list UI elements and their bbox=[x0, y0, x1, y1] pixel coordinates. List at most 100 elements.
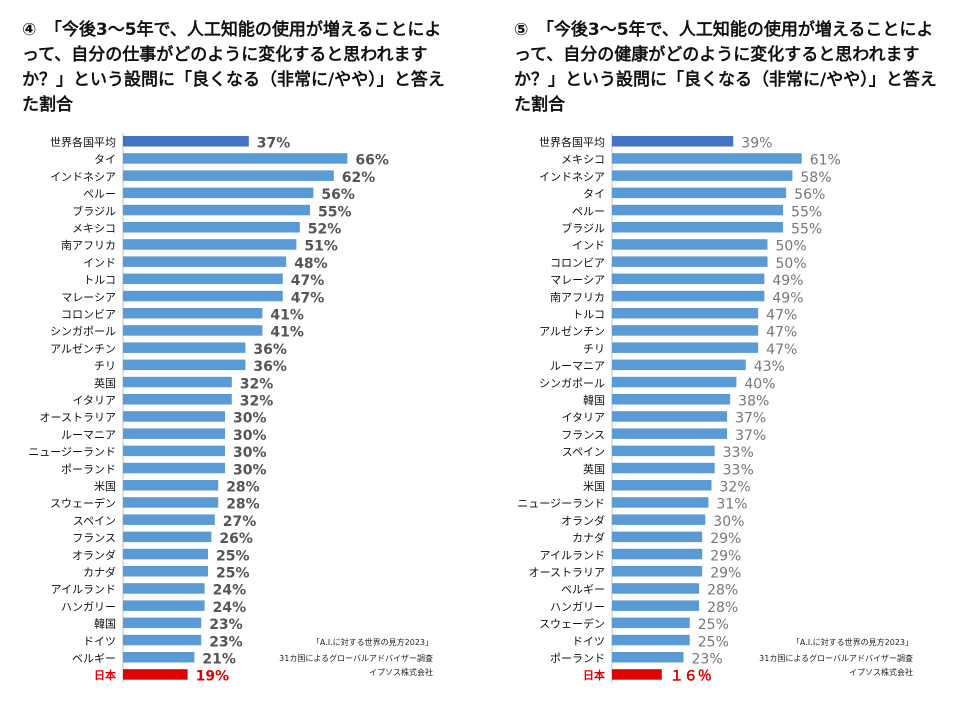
bar-health-25 bbox=[612, 566, 703, 577]
category-label-work-13: チリ bbox=[94, 360, 116, 373]
value-label-health-29: 25% bbox=[698, 634, 729, 650]
bar-work-31 bbox=[123, 669, 188, 680]
category-label-health-16: イタリア bbox=[561, 411, 605, 424]
bar-work-16 bbox=[123, 411, 225, 422]
bar-health-24 bbox=[612, 548, 703, 560]
bar-work-9 bbox=[123, 290, 283, 302]
bar-health-12 bbox=[612, 342, 759, 353]
value-label-health-12: 47% bbox=[766, 342, 797, 358]
value-label-health-2: 58% bbox=[800, 170, 831, 186]
bar-work-8 bbox=[123, 273, 283, 285]
value-label-health-15: 38% bbox=[738, 394, 769, 410]
value-label-health-17: 37% bbox=[735, 428, 766, 444]
value-label-health-20: 32% bbox=[720, 480, 751, 496]
bar-work-1 bbox=[123, 153, 348, 164]
bar-health-14 bbox=[612, 376, 737, 388]
category-label-work-10: コロンビア bbox=[61, 308, 116, 321]
value-label-work-15: 32% bbox=[240, 394, 274, 410]
category-label-health-18: スペイン bbox=[562, 446, 605, 459]
bar-health-4 bbox=[612, 204, 784, 216]
bar-health-19 bbox=[612, 462, 715, 474]
source-note-health-0: 「A.I.に対する世界の見方2023」 bbox=[792, 637, 913, 647]
bar-work-27 bbox=[123, 600, 205, 611]
category-label-work-14: 英国 bbox=[94, 376, 116, 390]
bar-work-13 bbox=[123, 359, 246, 371]
category-label-health-28: スウェーデン bbox=[539, 617, 605, 631]
bar-work-28 bbox=[123, 617, 202, 629]
bar-work-26 bbox=[123, 583, 205, 594]
category-label-health-31: 日本 bbox=[583, 668, 605, 682]
category-label-health-24: アイルランド bbox=[540, 549, 605, 562]
bar-health-15 bbox=[612, 394, 731, 405]
bar-health-29 bbox=[612, 634, 690, 646]
category-label-health-27: ハンガリー bbox=[550, 600, 605, 613]
bar-work-10 bbox=[123, 308, 263, 319]
category-label-health-13: ルーマニア bbox=[550, 360, 605, 373]
bar-health-17 bbox=[612, 428, 728, 439]
value-label-work-2: 62% bbox=[342, 170, 376, 186]
category-label-work-20: 米国 bbox=[94, 480, 116, 493]
category-label-work-1: タイ bbox=[94, 153, 116, 166]
value-label-work-11: 41% bbox=[270, 325, 304, 341]
bar-work-4 bbox=[123, 204, 310, 216]
value-label-health-25: 29% bbox=[710, 566, 741, 582]
value-label-health-3: 56% bbox=[794, 187, 825, 203]
category-label-work-25: カナダ bbox=[83, 565, 116, 579]
category-label-health-17: フランス bbox=[561, 428, 605, 441]
bar-work-11 bbox=[123, 325, 263, 336]
bar-health-6 bbox=[612, 239, 768, 250]
value-label-work-0: 37% bbox=[257, 136, 291, 152]
value-label-health-4: 55% bbox=[791, 204, 822, 220]
bar-health-27 bbox=[612, 600, 700, 611]
category-label-work-19: ポーランド bbox=[61, 463, 116, 476]
value-label-work-18: 30% bbox=[233, 445, 267, 461]
value-label-work-19: 30% bbox=[233, 462, 267, 478]
category-label-work-7: インド bbox=[83, 256, 116, 269]
value-label-work-25: 25% bbox=[216, 566, 250, 582]
bar-work-30 bbox=[123, 652, 195, 663]
bar-work-3 bbox=[123, 187, 314, 199]
value-label-work-30: 21% bbox=[202, 652, 236, 668]
value-label-work-3: 56% bbox=[321, 187, 355, 203]
value-label-work-24: 25% bbox=[216, 548, 250, 564]
bar-health-30 bbox=[612, 652, 684, 663]
value-label-health-0: 39% bbox=[741, 136, 772, 152]
category-label-work-8: トルコ bbox=[83, 274, 116, 287]
category-label-work-23: フランス bbox=[72, 532, 116, 545]
bar-health-23 bbox=[612, 531, 703, 543]
value-label-work-29: 23% bbox=[209, 634, 243, 650]
category-label-work-11: シンガポール bbox=[50, 325, 116, 338]
category-label-health-19: 英国 bbox=[583, 462, 605, 476]
source-note-work-1: 31カ国によるグローバルアドバイザー調査 bbox=[279, 653, 433, 663]
bar-health-20 bbox=[612, 480, 712, 491]
bar-work-5 bbox=[123, 222, 300, 233]
bar-health-21 bbox=[612, 497, 709, 508]
bar-health-3 bbox=[612, 187, 787, 199]
bar-work-20 bbox=[123, 480, 219, 491]
value-label-health-19: 33% bbox=[723, 462, 754, 478]
category-label-health-6: インド bbox=[572, 239, 605, 252]
bar-health-1 bbox=[612, 153, 802, 164]
bar-work-17 bbox=[123, 428, 225, 439]
category-label-work-15: イタリア bbox=[72, 394, 116, 407]
value-label-health-5: 55% bbox=[791, 222, 822, 238]
chart-title-health: ⑤ 「今後3～5年で、人工知能の使用が増えることによって、自分の健康がどのように… bbox=[514, 20, 937, 115]
value-label-health-18: 33% bbox=[723, 445, 754, 461]
category-label-work-17: ルーマニア bbox=[61, 428, 116, 441]
category-label-work-2: インドネシア bbox=[50, 170, 116, 183]
value-label-health-1: 61% bbox=[810, 153, 841, 169]
value-label-health-30: 23% bbox=[692, 652, 723, 668]
category-label-health-15: 韓国 bbox=[583, 394, 605, 407]
bar-health-7 bbox=[612, 256, 768, 267]
bar-work-15 bbox=[123, 394, 232, 405]
category-label-work-29: ドイツ bbox=[83, 635, 116, 648]
bar-health-26 bbox=[612, 583, 700, 594]
source-note-health-1: 31カ国によるグローバルアドバイザー調査 bbox=[759, 653, 913, 663]
category-label-health-1: メキシコ bbox=[561, 153, 605, 166]
value-label-work-7: 48% bbox=[294, 256, 328, 272]
category-label-health-20: 米国 bbox=[583, 480, 605, 493]
value-label-work-4: 55% bbox=[318, 204, 352, 220]
category-label-work-21: スウェーデン bbox=[50, 496, 116, 510]
bar-health-16 bbox=[612, 411, 728, 422]
value-label-health-11: 47% bbox=[766, 325, 797, 341]
